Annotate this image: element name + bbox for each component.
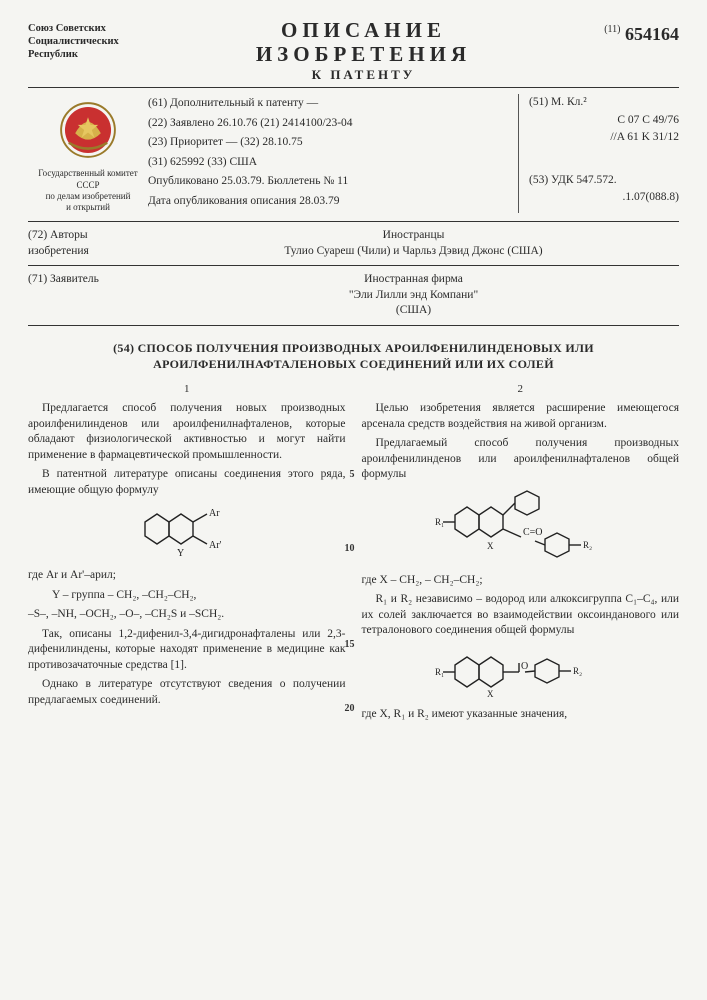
column-2: 2 Целью изобретения является расширение … [362, 382, 680, 726]
col2-p1: Целью изобретения является расширение им… [362, 401, 680, 432]
meta-51b: C 07 C 49/76 [529, 112, 679, 129]
col1-p4: Y – группа – CH₂, –CH₂–CH₂, [28, 588, 346, 604]
svg-text:Ar': Ar' [209, 540, 222, 551]
svg-text:O: O [521, 661, 528, 672]
meta-23: (23) Приоритет — (32) 28.10.75 [148, 133, 508, 153]
authors-row: (72) Авторы изобретения Иностранцы Тулио… [28, 222, 679, 266]
spacer [529, 146, 679, 172]
meta-right: (51) М. Кл.² C 07 C 49/76 //A 61 K 31/12… [518, 94, 679, 213]
authors-line: Тулио Суареш (Чили) и Чарльз Дэвид Джонс… [148, 244, 679, 260]
svg-text:Ar: Ar [209, 508, 220, 519]
issuer: Союз Советских Социалистических Республи… [28, 18, 148, 61]
col1-p3: где Ar и Ar'–арил; [28, 568, 346, 584]
ussr-emblem-icon [56, 98, 120, 162]
meta-pubdate: Дата опубликования описания 28.03.79 [148, 192, 508, 212]
col2-number: 2 [362, 382, 680, 397]
col1-number: 1 [28, 382, 346, 397]
committee-line: и открытий [66, 202, 110, 213]
committee-line: по делам изобретений [46, 191, 131, 202]
title-sub: К ПАТЕНТУ [154, 67, 573, 83]
svg-text:R₂: R₂ [583, 540, 592, 550]
svg-text:X: X [487, 689, 494, 699]
patent-number-value: 654164 [625, 24, 679, 44]
col1-p1: Предлагается способ получения новых прои… [28, 401, 346, 463]
svg-text:C=O: C=O [523, 527, 543, 538]
col1-p5: –S–, –NH, –OCH₂, –O–, –CH₂S и –SCH₂. [28, 607, 346, 623]
meta-51a: (51) М. Кл.² [529, 94, 679, 111]
applicant-label: (71) Заявитель [28, 272, 148, 319]
meta-row: Государственный комитет СССР по делам из… [28, 88, 679, 222]
title-line2: ИЗОБРЕТЕНИЯ [154, 42, 573, 66]
meta-22: (22) Заявлено 26.10.76 (21) 2414100/23-0… [148, 114, 508, 134]
col2-p2: Предлагаемый способ получения производны… [362, 436, 680, 483]
col1-p2: В патентной литературе описаны соединени… [28, 467, 346, 498]
line-num-10: 10 [345, 542, 355, 556]
meta-61: (61) Дополнительный к патенту — [148, 94, 508, 114]
col2-p3: где X – CH₂, – CH₂–CH₂; [362, 573, 680, 589]
authors-label: (72) Авторы изобретения [28, 228, 148, 259]
patent-page: Союз Советских Социалистических Республи… [0, 0, 707, 1000]
col1-p7: Однако в литературе отсутствуют сведения… [28, 677, 346, 708]
meta-pub: Опубликовано 25.03.79. Бюллетень № 11 [148, 172, 508, 192]
body-columns: 1 Предлагается способ получения новых пр… [28, 382, 679, 726]
issuer-line: Союз Советских [28, 22, 148, 35]
meta-31: (31) 625992 (33) США [148, 153, 508, 173]
patent-number: (11) 654164 [579, 18, 679, 45]
svg-text:R₁: R₁ [435, 667, 444, 677]
committee-line: Государственный комитет [38, 168, 138, 179]
issuer-line: Республик [28, 48, 148, 61]
patent-prefix: (11) [604, 24, 620, 35]
chem-structure-2-icon: R₁ C=O R₂ X [435, 487, 605, 569]
meta-51c: //A 61 K 31/12 [529, 129, 679, 146]
applicant-row: (71) Заявитель Иностранная фирма "Эли Ли… [28, 266, 679, 326]
meta-center: (61) Дополнительный к патенту — (22) Зая… [148, 94, 518, 213]
column-1: 1 Предлагается способ получения новых пр… [28, 382, 346, 726]
authors-line: Иностранцы [148, 228, 679, 244]
line-num-5: 5 [350, 468, 355, 482]
invention-title: (54) СПОСОБ ПОЛУЧЕНИЯ ПРОИЗВОДНЫХ АРОИЛФ… [28, 340, 679, 372]
col1-p6: Так, описаны 1,2-дифенил-3,4-дигидронафт… [28, 627, 346, 674]
svg-text:X: X [487, 541, 494, 551]
col2-p5: где X, R₁ и R₂ имеют указанные значения, [362, 707, 680, 723]
authors-body: Иностранцы Тулио Суареш (Чили) и Чарльз … [148, 228, 679, 259]
svg-text:Y: Y [177, 548, 184, 559]
committee-line: СССР [76, 180, 99, 191]
chem-structure-3-icon: R₁ X O R₂ [435, 643, 605, 703]
applicant-line: (США) [148, 303, 679, 319]
svg-text:R₂: R₂ [573, 666, 582, 676]
title-line1: ОПИСАНИЕ [154, 18, 573, 42]
meta-53a: (53) УДК 547.572. [529, 172, 679, 189]
issuer-line: Социалистических [28, 35, 148, 48]
line-num-20: 20 [345, 702, 355, 716]
title-block: ОПИСАНИЕ ИЗОБРЕТЕНИЯ К ПАТЕНТУ [148, 18, 579, 87]
emblem-column: Государственный комитет СССР по делам из… [28, 94, 148, 213]
applicant-line: Иностранная фирма [148, 272, 679, 288]
header-row: Союз Советских Социалистических Республи… [28, 18, 679, 88]
chem-structure-1-icon: Ar Ar' Y [127, 502, 247, 564]
applicant-body: Иностранная фирма "Эли Лилли энд Компани… [148, 272, 679, 319]
applicant-line: "Эли Лилли энд Компани" [148, 288, 679, 304]
line-num-15: 15 [345, 638, 355, 652]
meta-53b: .1.07(088.8) [529, 189, 679, 206]
col2-p4: R₁ и R₂ независимо – водород или алкокси… [362, 592, 680, 639]
svg-text:R₁: R₁ [435, 517, 444, 527]
